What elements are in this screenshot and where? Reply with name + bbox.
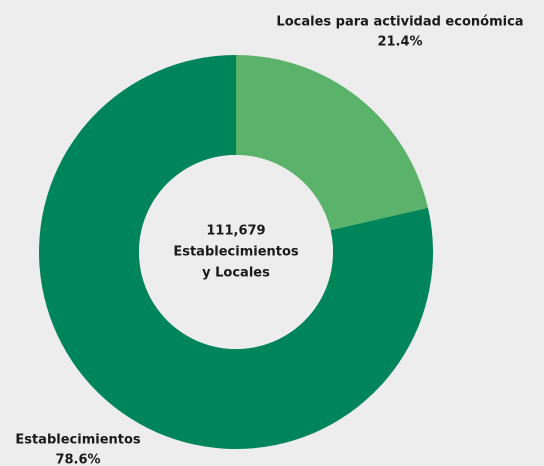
center-label: Establecimientos [173,245,299,260]
value-label: 21.4% [377,35,422,50]
donut-slice [38,55,434,449]
value-label: 78.6% [55,453,100,466]
center-label: y Locales [202,266,270,281]
category-label: Establecimientos [15,433,141,448]
center-label: 111,679 [206,224,265,239]
donut-slice [236,55,428,231]
donut-hole [139,155,333,349]
category-label: Locales para actividad económica [276,15,523,30]
